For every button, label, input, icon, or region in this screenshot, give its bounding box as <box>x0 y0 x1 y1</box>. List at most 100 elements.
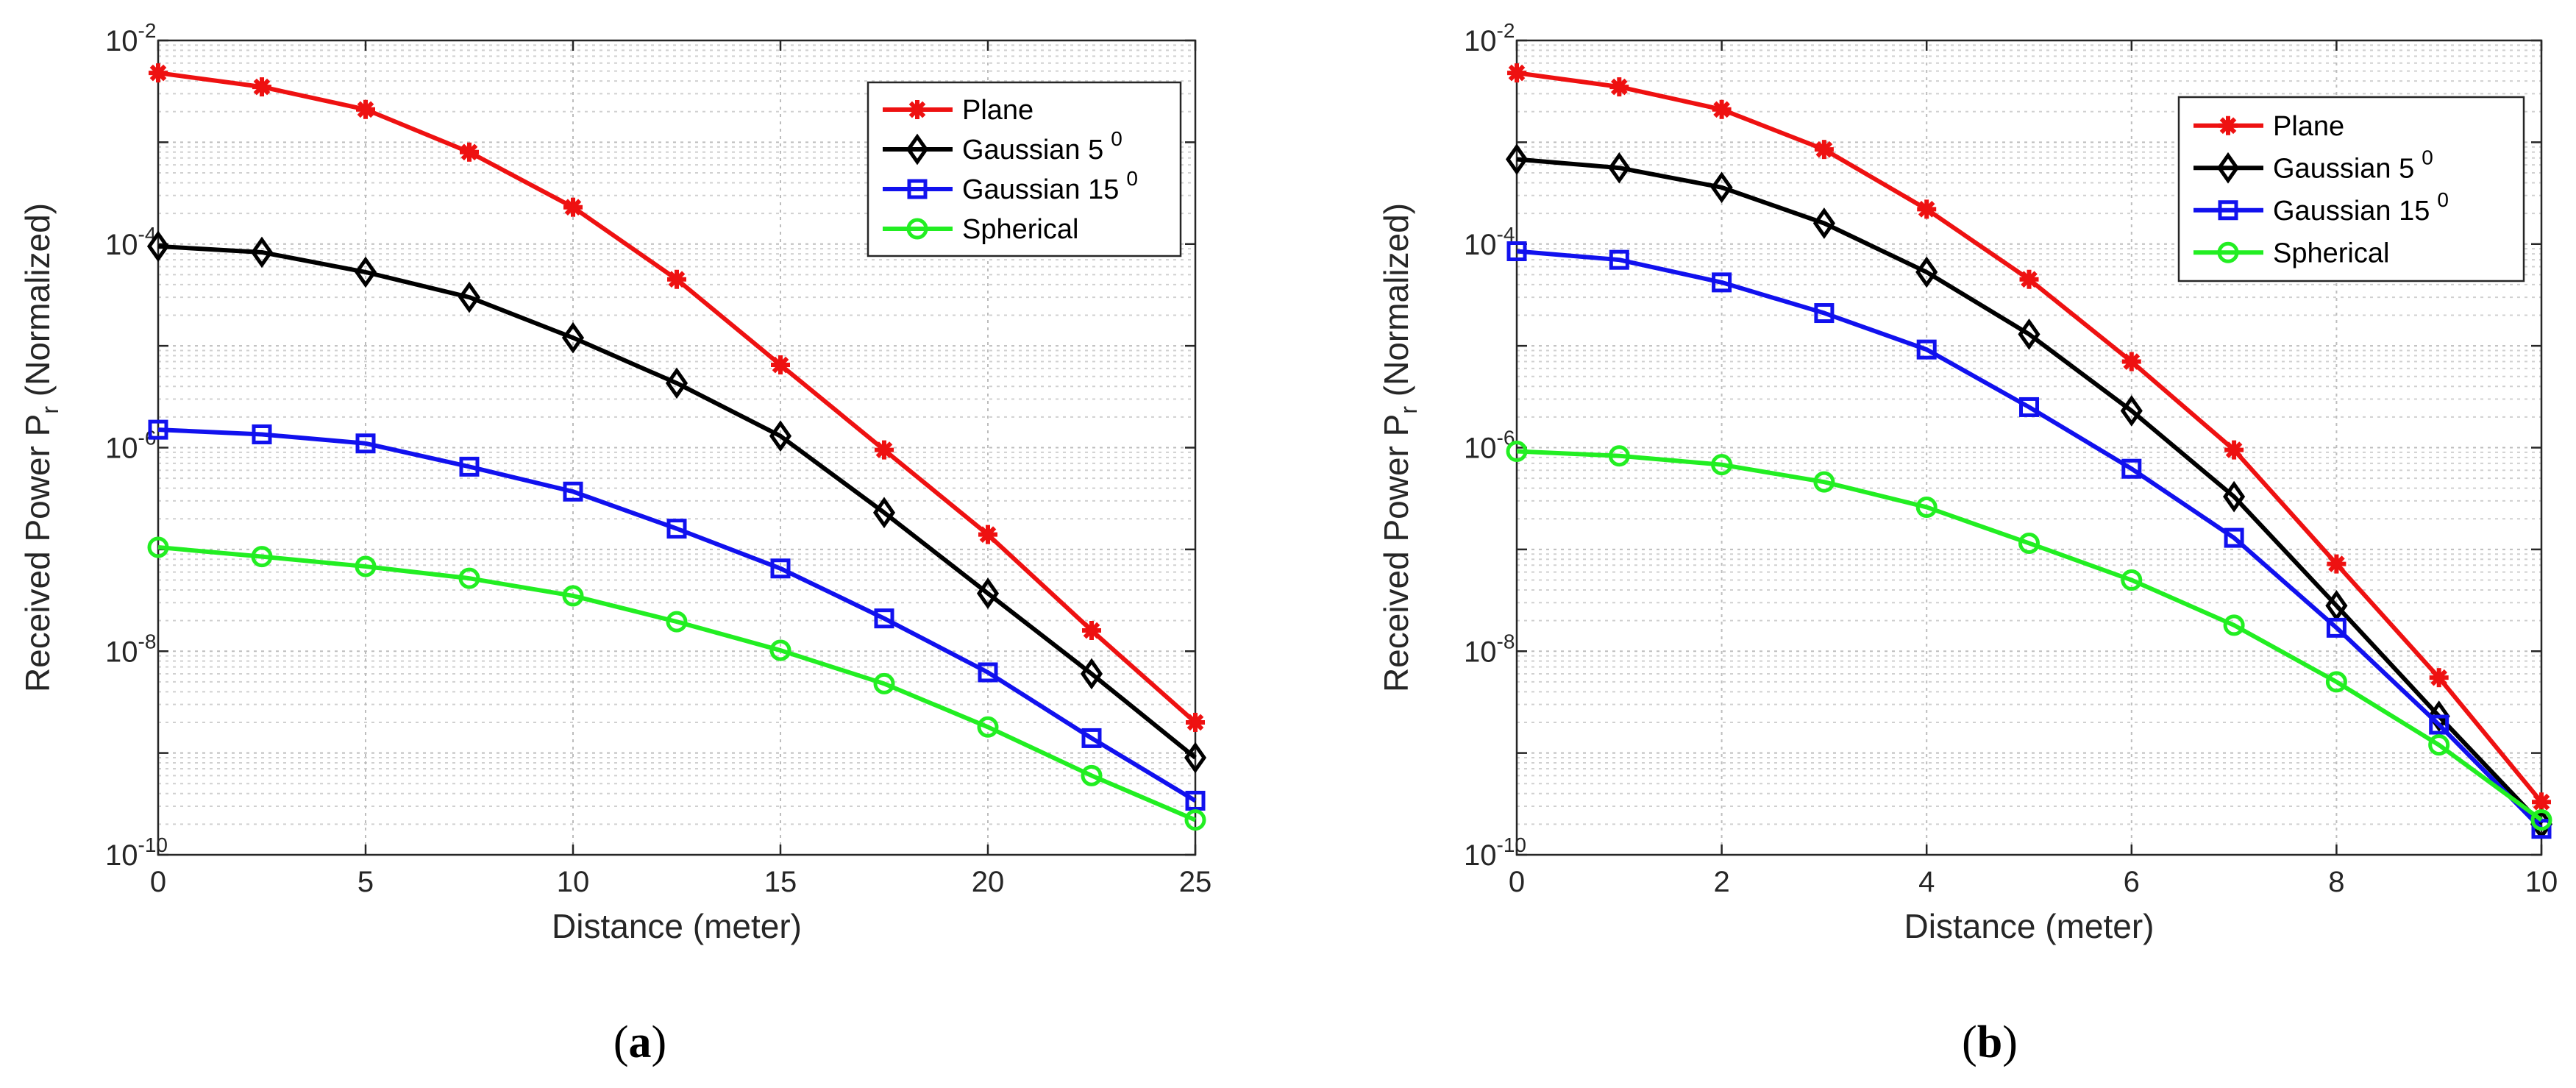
data-point <box>1917 199 1937 219</box>
x-tick-label: 20 <box>972 866 1005 898</box>
data-point <box>2530 809 2552 831</box>
x-tick-label: 5 <box>357 866 374 898</box>
series-gaussian-15 <box>1506 241 2552 839</box>
x-tick-label: 6 <box>2124 866 2140 898</box>
data-point <box>1080 658 1103 690</box>
data-point <box>1186 712 1205 732</box>
data-point <box>2121 569 2143 591</box>
data-point <box>1184 742 1207 774</box>
series-line <box>157 427 1197 803</box>
data-point <box>2224 527 2244 548</box>
data-point <box>769 639 791 661</box>
data-point <box>1711 454 1733 476</box>
x-axis: 0 2 4 6 8 10 <box>1509 40 2558 898</box>
y-axis-label: Received Power Pr (Normalized) <box>1377 203 1422 692</box>
data-point <box>1505 143 1529 175</box>
y-tick-label: 10-4 <box>105 223 156 261</box>
data-point <box>148 419 168 440</box>
x-tick-label: 15 <box>764 866 797 898</box>
data-point <box>978 662 998 683</box>
series-line <box>1516 249 2544 831</box>
data-point <box>1081 764 1103 786</box>
x-tick-label: 2 <box>1713 866 1729 898</box>
data-point <box>1608 152 1631 184</box>
data-point <box>2019 269 2039 289</box>
data-point <box>1082 621 1101 641</box>
data-point <box>873 672 895 694</box>
legend-marker <box>2219 115 2238 135</box>
data-point <box>1506 241 1527 262</box>
x-tick-label: 25 <box>1179 866 1212 898</box>
legend-marker <box>906 218 928 240</box>
y-tick-label: 10-8 <box>1464 630 1515 668</box>
data-point <box>666 519 687 539</box>
data-point <box>2427 700 2450 732</box>
data-point <box>355 433 376 454</box>
data-point <box>561 321 585 354</box>
data-point <box>1916 339 1937 360</box>
x-tick-label: 8 <box>2328 866 2344 898</box>
data-point <box>1814 140 1834 160</box>
series-gaussian-5 <box>146 230 1207 774</box>
data-point <box>2429 668 2449 688</box>
data-point <box>1507 63 1526 83</box>
data-point <box>459 456 480 477</box>
data-point <box>769 420 792 452</box>
legend-marker <box>2216 152 2240 184</box>
y-tick-label: 10-10 <box>1464 833 1526 872</box>
series-line <box>157 243 1197 760</box>
data-point <box>354 256 377 288</box>
data-point <box>458 567 480 589</box>
data-point <box>977 716 999 738</box>
data-point <box>149 63 168 83</box>
data-point <box>1712 99 1732 119</box>
data-point <box>1506 441 1528 463</box>
data-point <box>976 577 1000 609</box>
data-point <box>771 355 790 375</box>
data-point <box>2428 734 2450 756</box>
data-point <box>1915 496 1938 518</box>
y-tick-label: 10-10 <box>105 833 168 872</box>
x-axis: 0 5 10 15 20 25 <box>150 40 1211 898</box>
data-point <box>2121 458 2142 479</box>
data-point <box>355 555 377 577</box>
data-point <box>2223 480 2246 513</box>
panel-caption: (a) <box>613 1017 666 1067</box>
y-tick-label: 10-8 <box>105 630 156 668</box>
data-point <box>770 558 791 579</box>
data-point <box>667 269 686 289</box>
series-spherical <box>1506 441 2552 831</box>
data-point <box>2019 397 2039 417</box>
data-point <box>2327 554 2346 574</box>
x-tick-label: 10 <box>2525 866 2558 898</box>
legend-label: Spherical <box>962 214 1078 245</box>
data-point <box>147 536 169 558</box>
data-point <box>1184 809 1206 831</box>
data-point <box>665 367 689 399</box>
legend-label: Spherical <box>2273 238 2389 269</box>
chart-panel-a: 0 5 10 15 20 2510-1010-810-610-410-2Distance … <box>18 19 1211 1067</box>
legend-marker <box>905 133 929 166</box>
data-point <box>2326 617 2346 638</box>
data-point <box>2018 319 2040 350</box>
y-tick-label: 10-6 <box>1464 427 1515 465</box>
series-plane <box>1507 63 2551 812</box>
y-tick-label: 10-2 <box>105 19 156 57</box>
data-point <box>252 424 272 444</box>
data-point <box>1814 303 1835 324</box>
series-line <box>1516 157 2544 826</box>
data-point <box>146 230 170 263</box>
data-point <box>666 611 688 633</box>
data-point <box>1609 249 1629 270</box>
legend-label: Plane <box>2273 111 2344 142</box>
legend-label: Gaussian 15 0 <box>2273 188 2449 227</box>
legend-marker <box>908 100 927 119</box>
series-plane <box>149 63 1205 732</box>
data-point <box>1812 207 1835 239</box>
data-point <box>2429 714 2449 735</box>
data-point <box>1185 790 1206 811</box>
